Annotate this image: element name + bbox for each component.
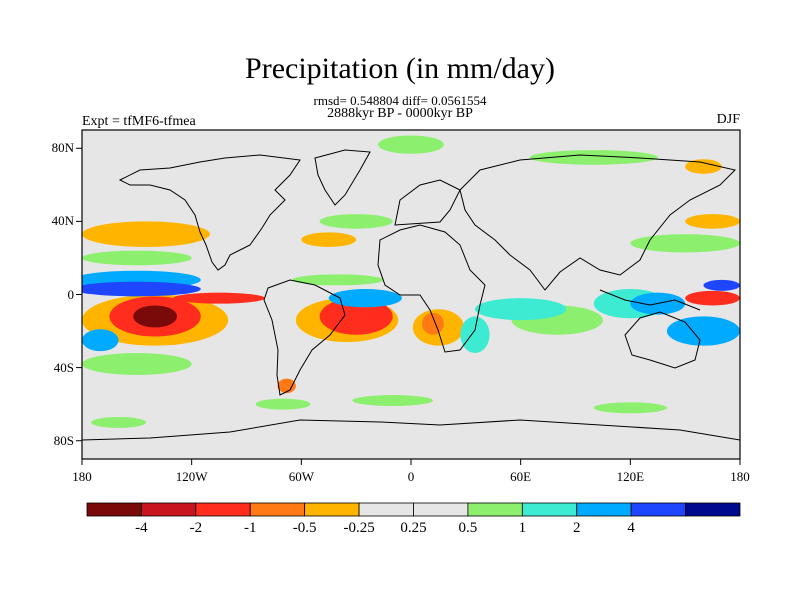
anomaly-region-35 <box>277 378 296 394</box>
anomaly-region-4 <box>319 298 393 335</box>
colorbar-label-1: -2 <box>189 520 203 536</box>
lat-tick-label-2: 0 <box>67 286 75 302</box>
colorbar-swatch-0 <box>86 502 142 517</box>
colorbar-swatch-7 <box>467 502 523 517</box>
colorbar-swatch-5 <box>358 502 414 517</box>
anomaly-region-23 <box>133 305 178 328</box>
lon-tick-label-6: 180 <box>730 469 750 484</box>
anomaly-region-32 <box>685 159 722 174</box>
anomaly-region-30 <box>255 398 311 410</box>
colorbar-label-8: 2 <box>573 520 581 536</box>
coast-europe <box>394 179 461 226</box>
colorbar-swatch-11 <box>685 502 741 517</box>
axis-ticks <box>76 147 741 465</box>
anomaly-region-10 <box>474 298 567 321</box>
anomaly-region-28 <box>301 232 357 247</box>
colorbar-swatch-10 <box>630 502 686 517</box>
anomaly-region-9 <box>666 316 740 346</box>
coastlines <box>82 149 740 441</box>
anomaly-region-20 <box>319 214 393 229</box>
lat-tick-label-4: 80S <box>53 432 74 448</box>
colorbar-label-6: 0.5 <box>458 520 478 536</box>
chart-title: Precipitation (in mm/day) <box>245 52 555 85</box>
anomaly-region-12 <box>82 281 201 297</box>
lat-tick-label-1: 40N <box>51 213 74 229</box>
anomaly-region-33 <box>421 312 444 335</box>
anomaly-region-16 <box>328 289 402 308</box>
anomaly-region-15 <box>82 250 192 266</box>
colorbar-swatch-1 <box>141 502 197 517</box>
lon-tick-label-0: 180 <box>72 469 92 484</box>
season-label: DJF <box>716 112 740 127</box>
coast-asia <box>459 154 736 291</box>
colorbar-label-9: 4 <box>627 520 635 536</box>
anomaly-region-27 <box>685 214 740 229</box>
anomaly-region-19 <box>460 316 490 353</box>
experiment-label: Expt = tfMF6-tfmea <box>82 114 196 129</box>
colorbar-label-3: -0.5 <box>292 520 317 536</box>
stats-text: rmsd= 0.548804 diff= 0.0561554 <box>313 93 487 108</box>
lon-tick-label-1: 120W <box>175 469 208 484</box>
colorbar-label-5: 0.25 <box>400 520 427 536</box>
lon-tick-label-5: 120E <box>616 469 645 484</box>
coast-north-america <box>118 154 301 271</box>
anomaly-region-6 <box>82 352 192 375</box>
coast-greenland <box>314 149 371 206</box>
anomaly-region-34 <box>703 279 740 291</box>
anomaly-region-21 <box>173 292 265 304</box>
colorbar-label-2: -1 <box>244 520 257 536</box>
colorbar-swatch-4 <box>304 502 360 517</box>
anomaly-region-29 <box>593 402 667 414</box>
lat-tick-label-3: 40S <box>53 359 74 375</box>
coast-australia <box>624 311 701 369</box>
anomaly-region-11 <box>630 234 740 253</box>
lon-tick-label-3: 0 <box>407 469 415 484</box>
colorbar-swatch-6 <box>413 502 469 517</box>
colorbar-swatch-3 <box>249 502 306 517</box>
colorbar-label-4: -0.25 <box>343 520 375 536</box>
anomaly-layer <box>82 135 740 428</box>
colorbar <box>86 502 741 517</box>
period-text: 2888kyr BP - 0000kyr BP <box>327 106 473 121</box>
anomaly-region-25 <box>82 329 119 352</box>
anomaly-region-24 <box>352 395 433 406</box>
coast-indonesia <box>599 289 701 311</box>
anomaly-region-18 <box>378 135 444 154</box>
lon-tick-label-2: 60W <box>288 469 314 484</box>
colorbar-swatch-9 <box>576 502 632 517</box>
colorbar-label-7: 1 <box>518 520 527 536</box>
lat-tick-label-0: 80N <box>51 140 74 156</box>
anomaly-region-22 <box>292 274 384 286</box>
anomaly-region-31 <box>91 416 146 428</box>
anomaly-region-3 <box>82 221 210 247</box>
colorbar-label-0: -4 <box>135 520 148 536</box>
colorbar-swatch-2 <box>195 502 251 517</box>
colorbar-swatch-8 <box>521 502 578 517</box>
lon-tick-label-4: 60E <box>510 469 532 484</box>
coast-antarctica <box>82 419 740 441</box>
coast-south-america <box>263 279 346 396</box>
anomaly-region-14 <box>529 150 658 165</box>
coast-africa-europe <box>377 224 486 353</box>
anomaly-region-26 <box>685 290 740 306</box>
